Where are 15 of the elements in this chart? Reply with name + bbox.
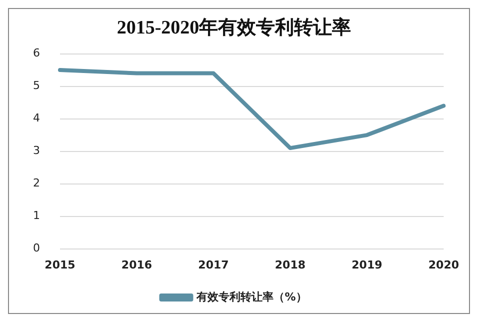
y-tick-label: 6	[33, 46, 40, 60]
legend-label: 有效专利转让率（%）	[196, 290, 307, 304]
x-tick-label: 2016	[121, 258, 152, 272]
y-tick-label: 5	[33, 79, 40, 92]
x-tick-label: 2015	[44, 258, 76, 272]
y-tick-label: 1	[33, 209, 40, 222]
chart-title: 2015-2020年有效专利转让率	[116, 16, 352, 38]
x-tick-label: 2019	[352, 258, 382, 272]
y-tick-label: 2	[33, 176, 40, 190]
x-tick-label: 2017	[198, 258, 229, 272]
y-tick-label: 3	[33, 144, 40, 158]
x-tick-label: 2020	[428, 258, 460, 272]
y-tick-label: 4	[33, 112, 40, 125]
x-tick-label: 2018	[274, 258, 306, 272]
y-tick-label: 0	[33, 242, 40, 255]
